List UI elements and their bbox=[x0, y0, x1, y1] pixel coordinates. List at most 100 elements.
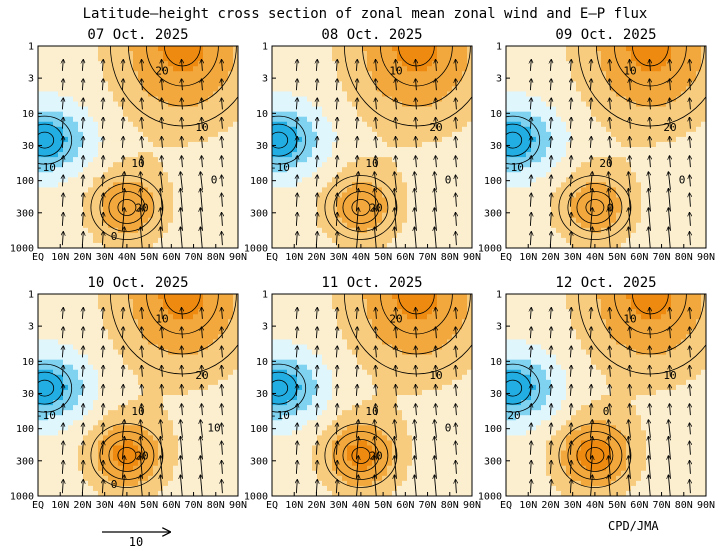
wind-cell bbox=[511, 152, 517, 158]
wind-cell bbox=[422, 131, 428, 138]
ep-flux-arrow bbox=[82, 98, 83, 110]
wind-cell bbox=[611, 56, 617, 62]
wind-cell bbox=[601, 212, 607, 219]
wind-cell bbox=[432, 46, 438, 52]
wind-cell bbox=[148, 202, 154, 208]
wind-cell bbox=[686, 136, 692, 143]
wind-cell bbox=[546, 217, 552, 224]
wind-cell bbox=[541, 217, 547, 224]
wind-cell bbox=[198, 131, 204, 138]
wind-cell bbox=[113, 116, 119, 123]
wind-cell bbox=[526, 177, 532, 183]
wind-cell bbox=[571, 101, 577, 107]
wind-cell bbox=[53, 177, 59, 183]
wind-cell bbox=[297, 227, 303, 234]
wind-cell bbox=[387, 121, 393, 128]
wind-cell bbox=[457, 76, 463, 82]
wind-cell bbox=[506, 111, 512, 118]
wind-cell bbox=[686, 207, 692, 214]
wind-cell bbox=[98, 242, 104, 248]
wind-cell bbox=[392, 61, 398, 67]
wind-cell bbox=[397, 212, 403, 219]
wind-cell bbox=[556, 86, 562, 92]
wind-cell bbox=[133, 96, 139, 102]
wind-cell bbox=[671, 81, 677, 87]
wind-cell bbox=[302, 147, 308, 153]
wind-cell bbox=[606, 96, 612, 102]
wind-cell bbox=[407, 131, 413, 138]
wind-cell bbox=[666, 66, 672, 72]
wind-cell bbox=[407, 51, 413, 57]
wind-cell bbox=[198, 136, 204, 143]
wind-cell bbox=[148, 147, 154, 153]
wind-cell bbox=[437, 192, 443, 198]
wind-cell bbox=[382, 81, 388, 87]
wind-cell bbox=[646, 76, 652, 82]
wind-cell bbox=[432, 237, 438, 244]
wind-cell bbox=[541, 232, 547, 239]
wind-cell bbox=[511, 116, 517, 123]
ep-flux-arrow bbox=[62, 98, 63, 110]
wind-cell bbox=[312, 131, 318, 138]
wind-cell bbox=[427, 111, 433, 118]
wind-cell bbox=[83, 232, 89, 239]
wind-cell bbox=[367, 101, 373, 107]
wind-cell bbox=[297, 242, 303, 248]
wind-cell bbox=[427, 177, 433, 183]
wind-cell bbox=[467, 106, 472, 113]
wind-cell bbox=[63, 106, 69, 113]
wind-cell bbox=[407, 121, 413, 128]
wind-cell bbox=[656, 192, 662, 198]
wind-cell bbox=[546, 136, 552, 143]
wind-cell bbox=[412, 182, 418, 188]
wind-cell bbox=[681, 81, 687, 87]
wind-cell bbox=[307, 81, 313, 87]
wind-cell bbox=[133, 46, 139, 52]
wind-cell bbox=[531, 212, 537, 219]
wind-cell bbox=[546, 111, 552, 118]
wind-cell bbox=[671, 46, 677, 52]
wind-cell bbox=[138, 51, 144, 57]
wind-cell bbox=[123, 116, 129, 123]
wind-cell bbox=[53, 91, 59, 97]
wind-cell bbox=[317, 157, 323, 163]
wind-cell bbox=[402, 91, 408, 97]
wind-cell bbox=[118, 192, 124, 198]
wind-cell bbox=[581, 232, 587, 239]
wind-cell bbox=[297, 136, 303, 143]
wind-cell bbox=[78, 157, 84, 163]
wind-cell bbox=[287, 86, 293, 92]
wind-cell bbox=[158, 232, 164, 239]
wind-cell bbox=[68, 141, 74, 148]
wind-cell bbox=[591, 111, 597, 118]
wind-cell bbox=[113, 242, 119, 248]
wind-cell bbox=[88, 86, 94, 92]
wind-cell bbox=[218, 147, 224, 153]
wind-cell bbox=[581, 182, 587, 188]
wind-cell bbox=[317, 147, 323, 153]
wind-cell bbox=[48, 136, 54, 143]
wind-cell bbox=[58, 86, 64, 92]
wind-cell bbox=[671, 136, 677, 143]
wind-cell bbox=[591, 217, 597, 224]
wind-cell bbox=[58, 71, 64, 77]
wind-cell bbox=[671, 91, 677, 97]
wind-cell bbox=[307, 51, 313, 57]
wind-cell bbox=[636, 121, 642, 128]
wind-cell bbox=[272, 116, 278, 123]
wind-cell bbox=[616, 131, 622, 138]
wind-cell bbox=[342, 177, 348, 183]
wind-cell bbox=[616, 197, 622, 203]
wind-cell bbox=[387, 152, 393, 158]
wind-cell bbox=[83, 222, 89, 229]
ep-flux-arrow bbox=[122, 172, 124, 190]
wind-cell bbox=[118, 172, 124, 178]
wind-cell bbox=[616, 152, 622, 158]
wind-cell bbox=[626, 86, 632, 92]
wind-cell bbox=[78, 116, 84, 123]
wind-cell bbox=[73, 232, 79, 239]
wind-cell bbox=[292, 46, 298, 52]
wind-cell bbox=[561, 121, 567, 128]
ep-flux-arrow bbox=[356, 79, 357, 91]
wind-cell bbox=[671, 162, 677, 168]
